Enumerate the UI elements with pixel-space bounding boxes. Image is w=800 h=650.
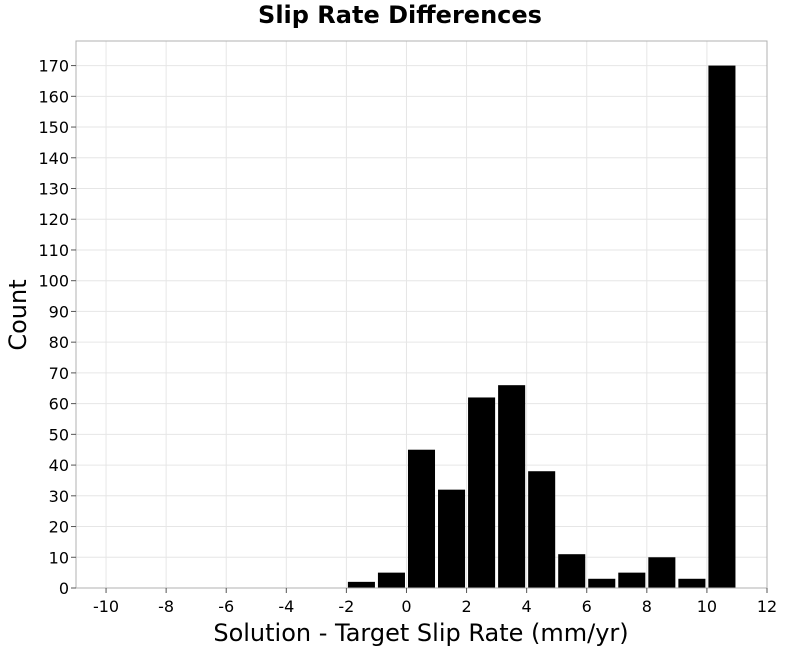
x-tick-label: -4 xyxy=(278,597,294,616)
histogram-bar xyxy=(407,449,436,588)
y-tick-label: 120 xyxy=(38,210,69,229)
histogram-bar xyxy=(678,578,706,588)
y-axis-label: Count xyxy=(4,279,32,350)
x-tick-label: -6 xyxy=(218,597,234,616)
y-axis: 0 10 20 30 40 50 60 70 80 90 100 110 120 130 140 150 160… xyxy=(38,57,76,598)
histogram-bar xyxy=(377,572,405,588)
y-tick-label: 70 xyxy=(49,364,69,383)
x-tick-label: 6 xyxy=(582,597,592,616)
y-tick-label: 100 xyxy=(38,272,69,291)
y-tick-label: 20 xyxy=(49,518,69,537)
x-tick-label: 2 xyxy=(461,597,471,616)
y-tick-label: 140 xyxy=(38,149,69,168)
bars xyxy=(347,65,736,588)
histogram-bar xyxy=(498,385,526,588)
y-tick-label: 170 xyxy=(38,57,69,76)
x-tick-label: 12 xyxy=(757,597,777,616)
x-axis: -10 -8 -6 -4 -2 0 2 4 6 8 10 12 xyxy=(93,588,777,616)
histogram-bar xyxy=(648,557,676,588)
y-tick-label: 60 xyxy=(49,395,69,414)
x-tick-label: 0 xyxy=(401,597,411,616)
histogram-bar xyxy=(558,554,586,588)
histogram-bar xyxy=(588,578,616,588)
x-tick-label: -8 xyxy=(158,597,174,616)
histogram-bar xyxy=(528,471,556,588)
y-tick-label: 30 xyxy=(49,487,69,506)
plot-frame xyxy=(75,40,768,589)
y-tick-label: 50 xyxy=(49,425,69,444)
x-tick-label: -2 xyxy=(338,597,354,616)
y-tick-label: 40 xyxy=(49,456,69,475)
x-tick-label: 10 xyxy=(697,597,717,616)
y-tick-label: 110 xyxy=(38,241,69,260)
y-tick-label: 0 xyxy=(59,579,69,598)
y-tick-label: 80 xyxy=(49,333,69,352)
x-tick-label: 4 xyxy=(522,597,532,616)
x-axis-label: Solution - Target Slip Rate (mm/yr) xyxy=(213,619,628,647)
x-tick-label: 8 xyxy=(642,597,652,616)
chart-title: Slip Rate Differences xyxy=(258,1,542,29)
histogram-bar xyxy=(438,489,466,588)
histogram-bar xyxy=(468,397,496,588)
histogram-bar xyxy=(708,65,736,588)
histogram-bar xyxy=(618,572,646,588)
y-tick-label: 10 xyxy=(49,548,69,567)
x-tick-label: -10 xyxy=(93,597,119,616)
y-tick-label: 130 xyxy=(38,180,69,199)
histogram-bar xyxy=(347,581,375,588)
y-tick-label: 160 xyxy=(38,87,69,106)
y-tick-label: 150 xyxy=(38,118,69,137)
y-tick-label: 90 xyxy=(49,302,69,321)
